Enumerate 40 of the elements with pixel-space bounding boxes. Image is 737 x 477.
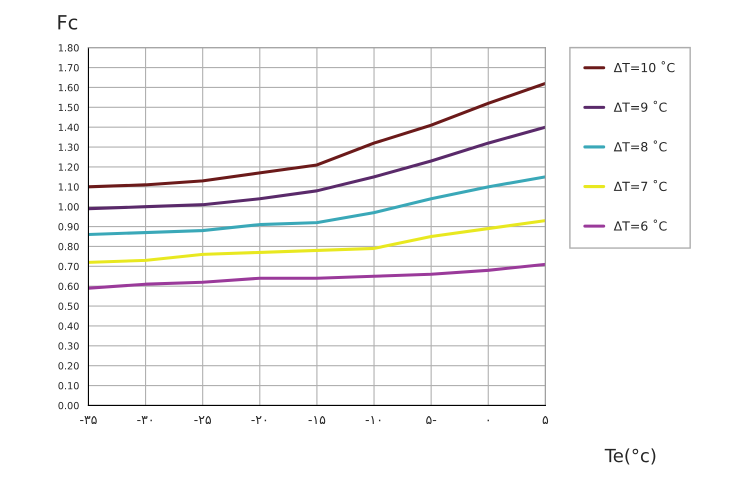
line-series <box>88 126 546 210</box>
legend-label: ΔT=8 ˚C <box>614 140 667 152</box>
y-tick-label: 1.30 <box>58 144 79 151</box>
y-tick-label: 1.20 <box>58 163 79 171</box>
x-tick-label: -۲۵ <box>194 416 211 424</box>
legend-label: ΔT=10 ˚C <box>614 61 674 72</box>
x-tick-label: -۲۰ <box>251 416 266 424</box>
x-axis-title: Te(°c) <box>604 448 656 464</box>
y-tick-label: 0.20 <box>58 362 79 370</box>
y-tick-label: 0.40 <box>58 322 79 330</box>
x-tick-label: ۵- <box>426 416 436 424</box>
x-tick-label: -۳۵ <box>80 416 97 424</box>
x-tick-label: -۳۰ <box>137 416 152 424</box>
y-tick-label: 0.60 <box>58 282 79 290</box>
y-axis-title: Fc <box>58 15 78 30</box>
y-tick-label: 1.10 <box>58 183 79 191</box>
legend-label: ΔT=7 ˚C <box>614 180 667 192</box>
y-tick-label: 1.80 <box>58 44 79 52</box>
y-tick-label: 1.50 <box>58 104 79 112</box>
x-tick-label: -۱۰ <box>366 416 380 424</box>
line-series <box>88 262 546 290</box>
y-tick-label: 1.60 <box>58 84 79 92</box>
y-tick-label: 0.10 <box>58 382 79 390</box>
y-tick-label: 0.90 <box>58 223 79 230</box>
y-tick-label: 0.00 <box>58 402 79 410</box>
y-tick-label: 1.40 <box>58 124 79 132</box>
y-tick-label: 1.70 <box>58 64 79 72</box>
x-tick-label: ۰ <box>488 420 489 422</box>
y-tick-label: 0.70 <box>58 262 79 270</box>
legend-label: ΔT=6 ˚C <box>614 220 667 231</box>
line-series <box>88 82 546 188</box>
line-series <box>88 175 546 236</box>
x-tick-label: ۵ <box>542 416 548 424</box>
y-tick-label: 1.00 <box>58 203 79 211</box>
y-tick-label: 0.30 <box>58 342 79 350</box>
line-series <box>88 219 546 264</box>
legend-label: ΔT=9 ˚C <box>614 100 667 112</box>
y-tick-label: 0.50 <box>58 302 79 310</box>
y-tick-label: 0.80 <box>58 242 79 250</box>
x-tick-label: -۱۵ <box>308 416 326 424</box>
